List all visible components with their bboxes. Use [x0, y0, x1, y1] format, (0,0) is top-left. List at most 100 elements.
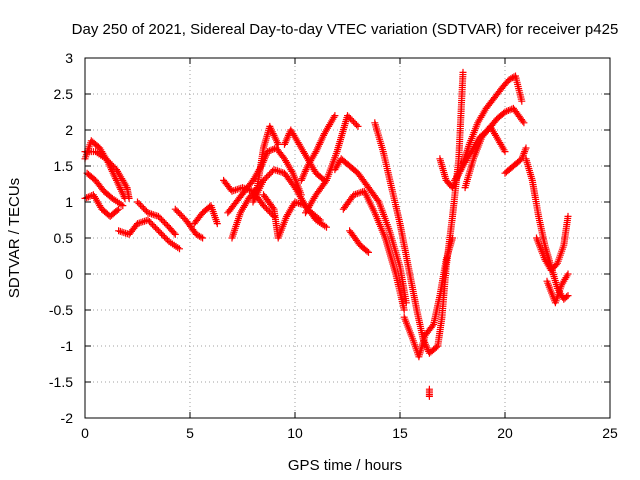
y-tick-label: -1.5: [49, 374, 73, 390]
data-point: [363, 247, 371, 255]
data-point: [428, 322, 436, 330]
data-point: [518, 97, 526, 105]
data-point: [266, 170, 273, 178]
data-point: [564, 270, 572, 278]
data-point: [520, 119, 528, 127]
series-arc-28: [533, 212, 572, 274]
data-point: [105, 158, 113, 166]
data-point: [261, 203, 269, 211]
series-arc-16: [302, 112, 362, 217]
data-point: [104, 156, 111, 164]
series-arc-10: [224, 144, 305, 217]
y-tick-label: -2: [61, 410, 74, 426]
data-point: [267, 169, 275, 177]
x-tick-label: 0: [81, 425, 89, 441]
y-tick-label: -0.5: [49, 302, 73, 318]
series-arc-26: [501, 144, 530, 177]
series-arc-2: [81, 191, 123, 220]
data-point: [138, 203, 146, 211]
data-point: [176, 245, 183, 253]
data-point: [353, 121, 360, 129]
data-point: [113, 206, 121, 214]
series-arc-21: [400, 234, 456, 361]
data-point: [146, 218, 153, 226]
data-point: [158, 230, 165, 238]
series-arc-5: [115, 216, 183, 253]
series-arc-3: [83, 169, 127, 210]
data-point: [161, 233, 168, 241]
y-axis-label: SDTVAR / TECUs: [6, 178, 23, 298]
data-point: [174, 208, 182, 216]
data-point: [125, 194, 133, 202]
data-points: [81, 68, 572, 400]
data-point: [144, 216, 152, 224]
x-tick-label: 25: [602, 425, 618, 441]
data-point: [350, 118, 357, 126]
series-arc-4: [81, 148, 133, 202]
data-point: [155, 212, 162, 220]
series-arc-25: [461, 122, 509, 192]
data-point: [563, 293, 571, 301]
y-tick-label: 2.5: [54, 86, 74, 102]
data-point: [354, 122, 362, 130]
data-point: [264, 206, 272, 214]
data-point: [155, 227, 162, 235]
y-tick-label: -1: [61, 338, 74, 354]
series-arc-7: [171, 205, 207, 242]
data-point: [179, 213, 187, 221]
data-point: [140, 204, 147, 212]
data-point: [449, 234, 456, 242]
data-point: [150, 222, 158, 230]
data-point: [102, 155, 110, 163]
y-tick-label: 2: [65, 122, 73, 138]
data-point: [432, 343, 440, 351]
data-point: [323, 223, 330, 231]
data-point: [199, 234, 207, 242]
data-point: [170, 229, 178, 237]
data-point: [176, 210, 184, 218]
data-point: [261, 175, 269, 183]
series-arc-6: [134, 198, 179, 238]
series-arc-15: [297, 112, 339, 184]
y-tick-label: 0.5: [54, 230, 74, 246]
data-point: [147, 219, 155, 227]
data-point: [159, 217, 167, 225]
data-point: [260, 202, 267, 210]
data-point: [351, 119, 359, 127]
data-point: [260, 176, 267, 184]
data-point: [269, 204, 277, 212]
data-point: [345, 113, 353, 121]
data-point: [400, 306, 408, 314]
data-point: [344, 112, 351, 120]
data-point: [152, 224, 159, 232]
x-tick-label: 5: [186, 425, 194, 441]
data-point: [331, 112, 339, 120]
data-point: [108, 161, 116, 169]
x-tick-label: 15: [392, 425, 408, 441]
data-point: [503, 107, 511, 115]
data-point: [83, 194, 91, 202]
data-point: [141, 206, 149, 214]
data-point: [156, 214, 164, 222]
series-arc-18: [339, 187, 408, 314]
x-tick-label: 10: [287, 425, 303, 441]
data-point: [137, 201, 144, 209]
series-arc-29: [543, 270, 572, 307]
data-point: [264, 172, 272, 180]
series-arc-19: [346, 227, 372, 256]
data-point: [159, 231, 167, 239]
y-tick-label: 1.5: [54, 158, 74, 174]
x-tick-label: 20: [497, 425, 513, 441]
data-point: [177, 211, 185, 219]
data-point: [135, 200, 143, 208]
data-point: [522, 144, 530, 152]
data-point: [173, 207, 181, 215]
data-point: [501, 108, 509, 116]
data-point: [171, 230, 179, 238]
data-point: [162, 235, 170, 243]
data-point: [564, 292, 572, 300]
data-point: [263, 173, 270, 181]
series-arc-22: [425, 385, 433, 400]
data-point: [459, 68, 467, 76]
